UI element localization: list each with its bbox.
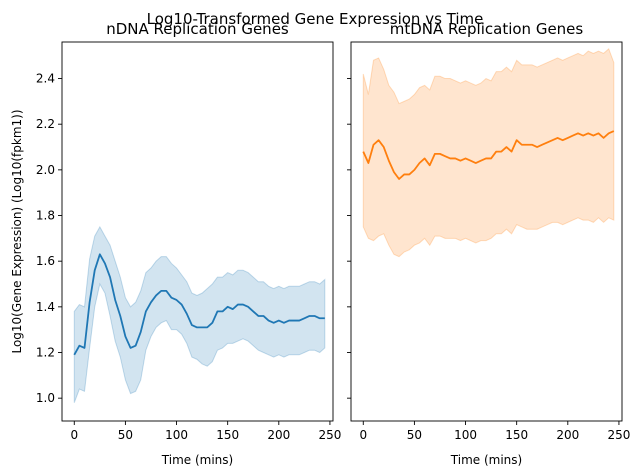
x-tick-label: 150 (505, 428, 528, 442)
x-tick-label: 0 (359, 428, 367, 442)
y-tick-label: 1.2 (36, 346, 55, 360)
x-tick-label: 250 (318, 428, 341, 442)
x-tick-label: 200 (267, 428, 290, 442)
y-tick-label: 2.4 (36, 72, 55, 86)
x-axis-label: Time (mins) (450, 453, 522, 467)
panel-title: mtDNA Replication Genes (390, 20, 584, 38)
panel-title: nDNA Replication Genes (106, 20, 289, 38)
mean-line (362, 130, 615, 180)
figure-suptitle: Log10-Transformed Gene Expression vs Tim… (147, 10, 484, 28)
x-tick-label: 250 (607, 428, 630, 442)
y-tick-label: 2.2 (36, 117, 55, 131)
mtDNA-panel: mtDNA Replication Genes 0 50 100 150 200 250 Ti… (347, 20, 630, 467)
x-tick-label: 100 (454, 428, 477, 442)
nDNA-panel: nDNA Replication Genes 0 50 100 150 200 250 1.0… (10, 20, 341, 467)
axes-frame (61, 41, 334, 422)
y-tick-label: 1.0 (36, 391, 55, 405)
mean-line (73, 253, 325, 356)
axes-frame (350, 41, 623, 422)
x-axis-label: Time (mins) (161, 453, 233, 467)
y-tick-label: 1.8 (36, 209, 55, 223)
y-tick-label: 1.6 (36, 254, 55, 268)
y-axis-label: Log10(Gene Expression) (Log10(fpkm1)) (10, 109, 24, 353)
x-tick-label: 200 (556, 428, 579, 442)
x-tick-label: 150 (216, 428, 239, 442)
y-tick-label: 1.4 (36, 300, 55, 314)
confidence-band (362, 47, 615, 258)
x-tick-label: 50 (407, 428, 422, 442)
x-tick-label: 100 (165, 428, 188, 442)
y-tick-label: 2.0 (36, 163, 55, 177)
x-tick-label: 0 (70, 428, 78, 442)
confidence-band (73, 225, 326, 403)
x-tick-label: 50 (118, 428, 133, 442)
